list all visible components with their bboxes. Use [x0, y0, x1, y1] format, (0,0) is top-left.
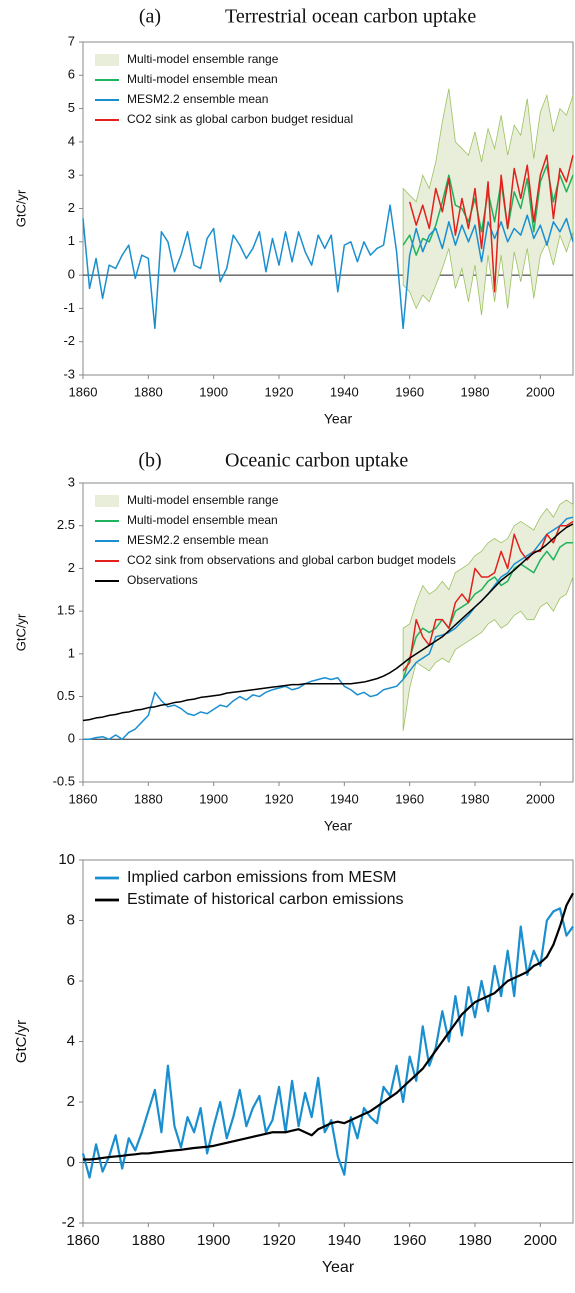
x-tick-label: 1900	[199, 384, 228, 399]
legend-label: Multi-model ensemble range	[127, 493, 279, 507]
y-tick-label: -2	[63, 333, 75, 348]
chart-title: Oceanic carbon uptake	[225, 450, 408, 472]
y-tick-label: 1.5	[57, 603, 75, 618]
x-tick-label: 1880	[132, 1232, 165, 1249]
y-tick-label: 0	[67, 1153, 75, 1170]
range-band	[402, 499, 574, 731]
series-line	[82, 523, 574, 722]
x-tick-label: 1980	[461, 791, 490, 806]
legend-label: CO2 sink from observations and global ca…	[127, 553, 456, 567]
legend-label: CO2 sink as global carbon budget residua…	[127, 112, 353, 126]
x-tick-label: 1940	[328, 1232, 361, 1249]
y-tick-label: 3	[68, 167, 75, 182]
y-tick-label: 0	[68, 731, 75, 746]
x-tick-label: 1960	[395, 384, 424, 399]
y-tick-label: 10	[58, 851, 75, 868]
x-tick-label: 1920	[265, 791, 294, 806]
y-tick-label: 7	[68, 33, 75, 48]
x-tick-label: 1920	[262, 1232, 295, 1249]
legend-label: MESM2.2 ensemble mean	[127, 533, 268, 547]
legend-label: MESM2.2 ensemble mean	[127, 92, 268, 106]
x-tick-label: 1860	[69, 384, 98, 399]
y-tick-label: 1	[68, 645, 75, 660]
series-line	[402, 542, 573, 680]
x-tick-label: 1860	[69, 791, 98, 806]
x-tick-label: 1920	[265, 384, 294, 399]
y-axis-label: GtC/yr	[13, 613, 28, 651]
y-tick-label: 0.5	[57, 688, 75, 703]
legend-label: Estimate of historical carbon emissions	[127, 891, 404, 908]
x-tick-label: 1960	[395, 791, 424, 806]
y-tick-label: 2	[68, 560, 75, 575]
series-line	[81, 907, 574, 1179]
y-tick-label: 4	[68, 133, 75, 148]
series-line	[83, 892, 574, 1161]
legend-label: Multi-model ensemble range	[127, 52, 279, 66]
y-tick-label: -3	[63, 366, 75, 381]
y-tick-label: 2.5	[57, 517, 75, 532]
legend-swatch	[95, 54, 119, 66]
series-line	[408, 154, 574, 293]
y-tick-label: 4	[67, 1032, 75, 1049]
x-tick-label: 1880	[134, 791, 163, 806]
y-tick-label: 8	[67, 911, 75, 928]
legend-label: Multi-model ensemble mean	[127, 513, 278, 527]
y-tick-label: 2	[68, 200, 75, 215]
x-tick-label: 1980	[461, 384, 490, 399]
panel-label: (b)	[138, 450, 161, 472]
range-band	[402, 88, 574, 316]
x-tick-label: 1900	[197, 1232, 230, 1249]
plot-frame	[82, 859, 574, 1224]
y-axis-label: GtC/yr	[13, 189, 28, 227]
y-tick-label: -1	[63, 300, 75, 315]
y-tick-label: 3	[68, 474, 75, 489]
y-tick-label: -2	[62, 1214, 75, 1231]
x-tick-label: 1900	[199, 791, 228, 806]
plot-frame	[82, 482, 574, 783]
chart-title: Terrestrial ocean carbon uptake	[225, 6, 476, 28]
x-tick-label: 1940	[330, 791, 359, 806]
y-tick-label: 1	[68, 233, 75, 248]
y-tick-label: -0.5	[53, 773, 75, 788]
x-tick-label: 1940	[330, 384, 359, 399]
y-tick-label: 0	[68, 267, 75, 282]
x-tick-label: 1980	[458, 1232, 491, 1249]
series-line	[402, 520, 574, 672]
panel-label: (a)	[139, 6, 161, 28]
y-tick-label: 6	[67, 972, 75, 989]
x-tick-label: 2000	[526, 791, 555, 806]
x-tick-label: 1860	[66, 1232, 99, 1249]
y-axis-label: GtC/yr	[13, 1020, 30, 1063]
x-axis-label: Year	[324, 818, 353, 834]
legend-swatch	[95, 495, 119, 507]
x-axis-label: Year	[322, 1259, 355, 1276]
y-tick-label: 2	[67, 1093, 75, 1110]
x-tick-label: 2000	[524, 1232, 557, 1249]
y-tick-label: 5	[68, 100, 75, 115]
legend-label: Observations	[127, 573, 198, 587]
x-axis-label: Year	[324, 411, 353, 427]
legend-label: Multi-model ensemble mean	[127, 72, 278, 86]
x-tick-label: 1960	[393, 1232, 426, 1249]
x-tick-label: 1880	[134, 384, 163, 399]
y-tick-label: 6	[68, 67, 75, 82]
legend-label: Implied carbon emissions from MESM	[127, 869, 396, 886]
x-tick-label: 2000	[526, 384, 555, 399]
